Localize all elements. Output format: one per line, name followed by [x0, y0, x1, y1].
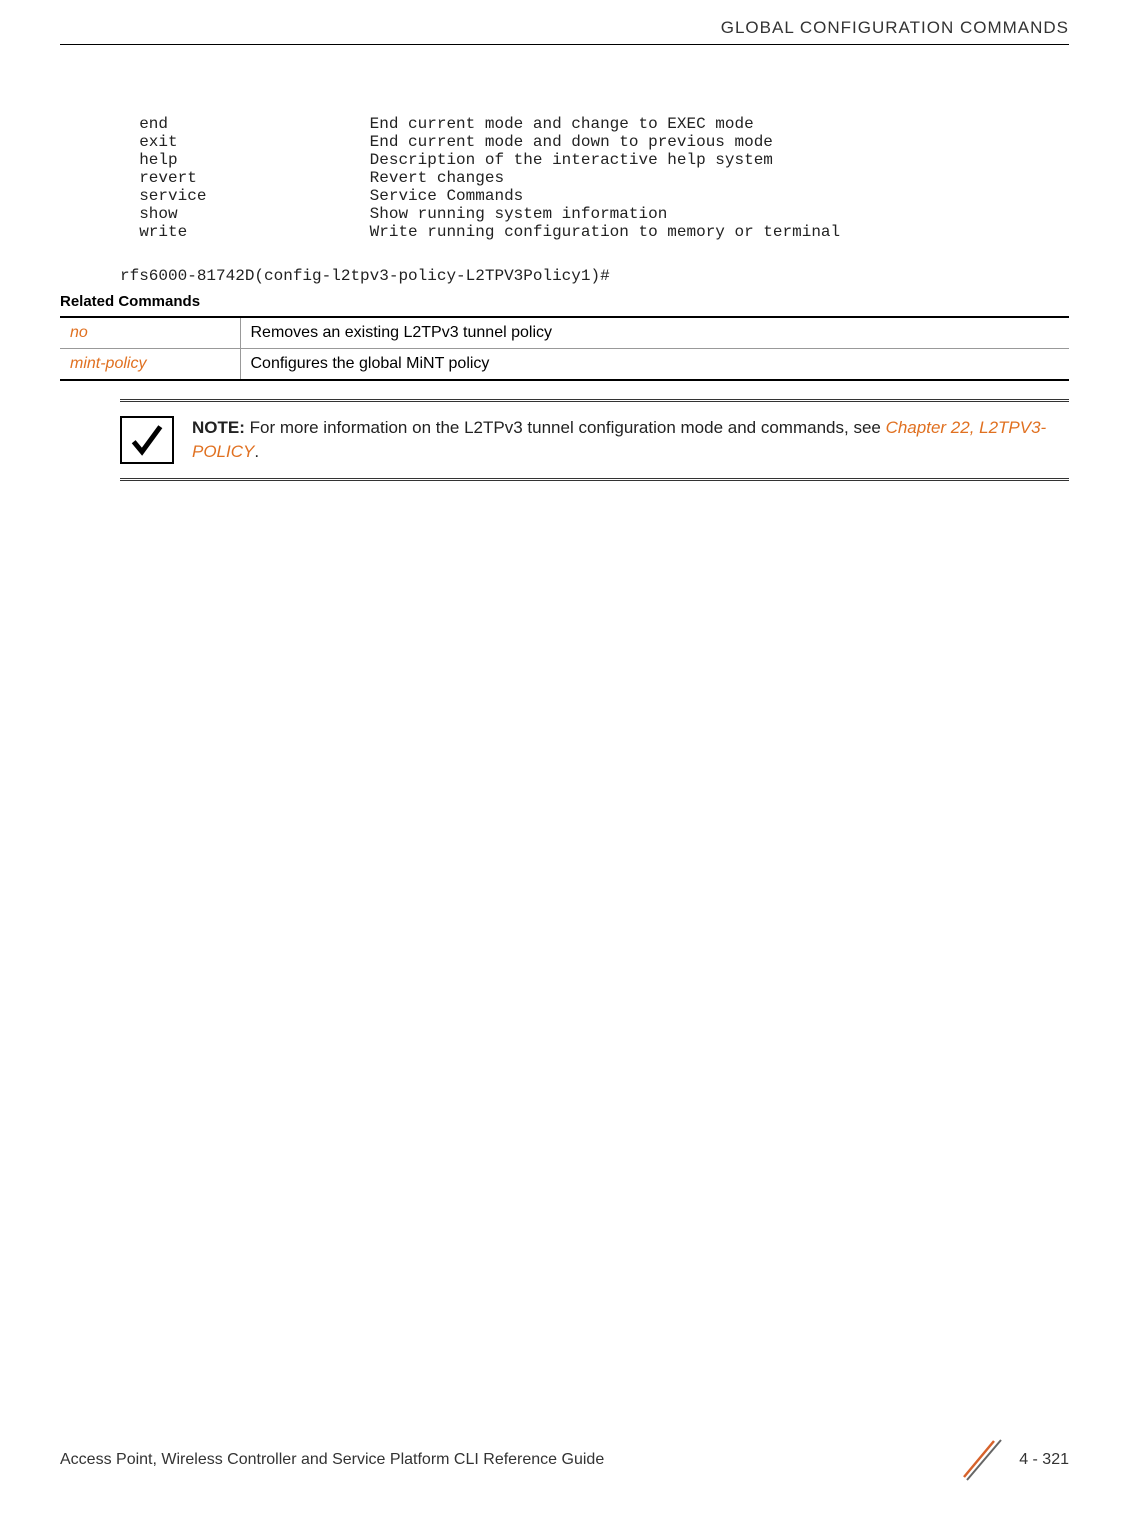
related-cmd-name[interactable]: no	[60, 317, 240, 349]
checkmark-icon	[120, 416, 174, 464]
note-label: NOTE:	[192, 418, 245, 437]
table-row: mint-policy Configures the global MiNT p…	[60, 349, 1069, 381]
note-text-after: .	[254, 442, 259, 461]
page-header: GLOBAL CONFIGURATION COMMANDS	[60, 0, 1069, 45]
note-rule-top	[120, 399, 1069, 402]
note-rule-bottom	[120, 478, 1069, 481]
related-commands-table: no Removes an existing L2TPv3 tunnel pol…	[60, 316, 1069, 381]
note-block: NOTE: For more information on the L2TPv3…	[120, 399, 1069, 481]
footer-slash-icon	[959, 1435, 1009, 1485]
page-footer: Access Point, Wireless Controller and Se…	[60, 1435, 1069, 1485]
note-text: NOTE: For more information on the L2TPv3…	[192, 416, 1069, 464]
related-cmd-desc: Removes an existing L2TPv3 tunnel policy	[240, 317, 1069, 349]
related-cmd-name[interactable]: mint-policy	[60, 349, 240, 381]
note-text-before: For more information on the L2TPv3 tunne…	[245, 418, 886, 437]
cli-command-list: end End current mode and change to EXEC …	[120, 115, 1069, 241]
table-row: no Removes an existing L2TPv3 tunnel pol…	[60, 317, 1069, 349]
related-commands-heading: Related Commands	[60, 293, 1069, 310]
footer-left: Access Point, Wireless Controller and Se…	[60, 1451, 604, 1469]
related-cmd-desc: Configures the global MiNT policy	[240, 349, 1069, 381]
page-number: 4 - 321	[1019, 1451, 1069, 1469]
cli-prompt: rfs6000-81742D(config-l2tpv3-policy-L2TP…	[120, 267, 1069, 285]
header-title: GLOBAL CONFIGURATION COMMANDS	[721, 18, 1069, 37]
